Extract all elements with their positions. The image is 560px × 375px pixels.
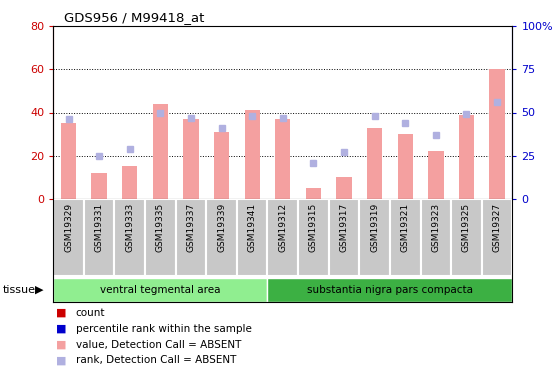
Bar xyxy=(268,278,512,302)
Text: GSM19335: GSM19335 xyxy=(156,202,165,252)
Text: GSM19339: GSM19339 xyxy=(217,202,226,252)
Text: GSM19315: GSM19315 xyxy=(309,202,318,252)
Text: ▶: ▶ xyxy=(35,285,44,295)
Bar xyxy=(451,199,482,276)
Text: rank, Detection Call = ABSENT: rank, Detection Call = ABSENT xyxy=(76,356,236,365)
Text: GSM19319: GSM19319 xyxy=(370,202,379,252)
Bar xyxy=(114,199,145,276)
Text: GSM19312: GSM19312 xyxy=(278,202,287,252)
Bar xyxy=(53,199,84,276)
Text: GSM19331: GSM19331 xyxy=(95,202,104,252)
Bar xyxy=(145,199,176,276)
Bar xyxy=(398,134,413,199)
Text: ■: ■ xyxy=(56,324,67,334)
Bar xyxy=(268,199,298,276)
Text: GDS956 / M99418_at: GDS956 / M99418_at xyxy=(64,11,205,24)
Text: GSM19325: GSM19325 xyxy=(462,202,471,252)
Bar xyxy=(360,199,390,276)
Bar xyxy=(153,104,168,199)
Text: substantia nigra pars compacta: substantia nigra pars compacta xyxy=(307,285,473,295)
Text: GSM19317: GSM19317 xyxy=(339,202,348,252)
Text: ventral tegmental area: ventral tegmental area xyxy=(100,285,221,295)
Bar xyxy=(183,119,199,199)
Text: count: count xyxy=(76,308,105,318)
Bar xyxy=(214,132,229,199)
Text: GSM19323: GSM19323 xyxy=(431,202,440,252)
Bar xyxy=(390,199,421,276)
Bar xyxy=(176,199,206,276)
Text: ■: ■ xyxy=(56,356,67,365)
Text: GSM19327: GSM19327 xyxy=(493,202,502,252)
Bar xyxy=(428,151,444,199)
Text: value, Detection Call = ABSENT: value, Detection Call = ABSENT xyxy=(76,340,241,350)
Text: GSM19341: GSM19341 xyxy=(248,202,256,252)
Bar xyxy=(306,188,321,199)
Text: GSM19337: GSM19337 xyxy=(186,202,195,252)
Bar xyxy=(206,199,237,276)
Bar xyxy=(53,278,268,302)
Text: ■: ■ xyxy=(56,340,67,350)
Bar xyxy=(489,69,505,199)
Bar xyxy=(122,166,137,199)
Bar xyxy=(421,199,451,276)
Text: GSM19329: GSM19329 xyxy=(64,202,73,252)
Bar xyxy=(245,110,260,199)
Bar xyxy=(61,123,76,199)
Bar xyxy=(329,199,360,276)
Text: percentile rank within the sample: percentile rank within the sample xyxy=(76,324,251,334)
Bar xyxy=(275,119,291,199)
Bar xyxy=(84,199,114,276)
Text: GSM19321: GSM19321 xyxy=(401,202,410,252)
Bar xyxy=(367,128,382,199)
Text: ■: ■ xyxy=(56,308,67,318)
Bar xyxy=(459,115,474,199)
Bar xyxy=(482,199,512,276)
Text: GSM19333: GSM19333 xyxy=(125,202,134,252)
Bar xyxy=(337,177,352,199)
Bar xyxy=(298,199,329,276)
Bar xyxy=(237,199,268,276)
Bar xyxy=(91,173,107,199)
Text: tissue: tissue xyxy=(3,285,36,295)
